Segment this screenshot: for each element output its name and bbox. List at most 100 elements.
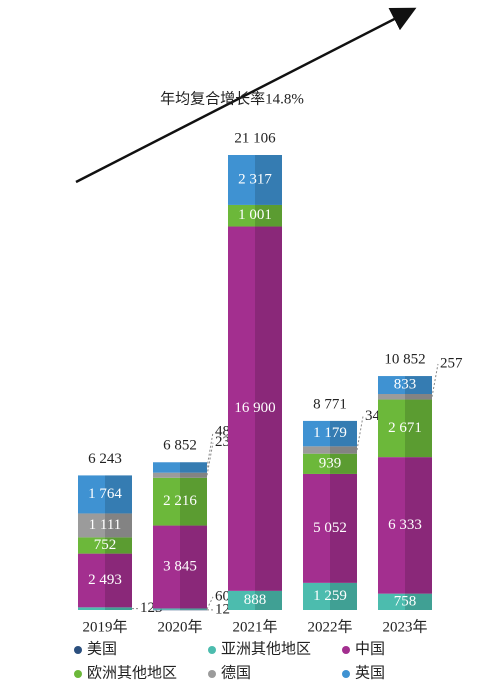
legend-marker: [74, 646, 82, 654]
bar-shade: [180, 608, 207, 610]
legend-label: 德国: [221, 663, 251, 681]
bar-shade: [105, 513, 132, 538]
legend-label: 中国: [355, 640, 385, 657]
total-label: 6 852: [163, 438, 197, 454]
value-label: 12: [215, 601, 230, 617]
value-label: 1 179: [313, 425, 347, 441]
leader-line: [356, 416, 364, 451]
legend-marker: [342, 670, 350, 678]
total-label: 10 852: [384, 351, 425, 367]
bar-segment: [153, 609, 207, 611]
bar-shade: [255, 204, 282, 227]
bar-segment: [228, 204, 282, 227]
bar-shade: [405, 394, 432, 400]
bar-shade: [105, 607, 132, 610]
x-tick-label: 2019年: [82, 618, 127, 635]
bar-shade: [180, 609, 207, 611]
bar-shade: [180, 472, 207, 478]
value-label: 60: [215, 588, 230, 604]
value-label: 939: [319, 455, 342, 471]
legend-label: 亚洲其他地区: [221, 640, 311, 657]
value-label: 1 764: [88, 486, 122, 502]
bar-segment: [378, 457, 432, 594]
bar-shade: [330, 453, 357, 474]
value-label: 752: [94, 537, 117, 553]
bar-segment: [78, 475, 132, 514]
value-label: 257: [440, 355, 463, 371]
bar-shade: [180, 477, 207, 526]
total-label: 6 243: [88, 451, 122, 467]
value-label: 5 052: [313, 520, 347, 536]
legend-label: 英国: [355, 663, 385, 681]
value-label: 3 845: [163, 558, 197, 574]
bar-shade: [330, 446, 357, 454]
bar-segment: [378, 394, 432, 400]
bar-shade: [105, 553, 132, 608]
bar-segment: [153, 472, 207, 478]
bar-segment: [153, 525, 207, 609]
bar-segment: [78, 537, 132, 554]
legend-marker: [208, 670, 216, 678]
legend-label: 欧洲其他地区: [87, 664, 177, 681]
bar-shade: [105, 475, 132, 514]
bar-segment: [228, 226, 282, 591]
bar-segment: [228, 155, 282, 205]
value-label: 2 493: [88, 572, 122, 588]
bar-shade: [405, 593, 432, 610]
bar-segment: [303, 446, 357, 454]
x-tick-label: 2020年: [157, 618, 202, 635]
value-label: 833: [394, 376, 417, 392]
bar-shade: [405, 399, 432, 458]
bar-segment: [228, 590, 282, 610]
bar-segment: [78, 553, 132, 608]
leader-line: [206, 442, 214, 476]
bar-segment: [153, 608, 207, 610]
legend-label: 美国: [87, 640, 117, 657]
bar-shade: [180, 462, 207, 473]
bar-segment: [378, 399, 432, 458]
bar-segment: [378, 376, 432, 395]
total-label: 21 106: [234, 130, 276, 146]
legend-marker: [74, 670, 82, 678]
bar-shade: [330, 473, 357, 583]
value-label: 2 216: [163, 493, 197, 509]
bar-shade: [405, 457, 432, 594]
value-label: 1 001: [238, 207, 272, 223]
total-label: 8 771: [313, 396, 347, 412]
bar-shade: [330, 420, 357, 447]
bar-shade: [255, 155, 282, 205]
bar-shade: [330, 582, 357, 610]
bar-segment: [303, 473, 357, 583]
value-label: 1 259: [313, 588, 347, 604]
x-tick-label: 2023年: [382, 618, 427, 635]
bar-segment: [303, 453, 357, 474]
legend-marker: [342, 646, 350, 654]
x-tick-label: 2021年: [232, 618, 277, 635]
value-label: 1 111: [89, 517, 122, 533]
bar-segment: [303, 420, 357, 447]
value-label: 2 671: [388, 420, 422, 436]
value-label: 2 317: [238, 171, 272, 187]
bar-segment: [303, 582, 357, 610]
bar-segment: [78, 513, 132, 538]
x-tick-label: 2022年: [307, 618, 352, 635]
bar-shade: [405, 376, 432, 395]
value-label: 888: [244, 592, 267, 608]
bar-shade: [105, 537, 132, 554]
bar-shade: [255, 226, 282, 591]
leader-line: [206, 432, 214, 468]
trend-arrow: [75, 7, 417, 184]
value-label: 6 333: [388, 517, 422, 533]
value-label: 758: [394, 593, 417, 609]
legend-marker: [208, 646, 216, 654]
value-label: 16 900: [234, 400, 275, 416]
bar-segment: [78, 607, 132, 610]
leader-line: [431, 363, 439, 397]
annotation: 年均复合增长率14.8%: [160, 89, 304, 107]
leader-line: [206, 596, 214, 610]
bar-segment: [153, 462, 207, 473]
bar-shade: [180, 525, 207, 609]
bar-shade: [255, 590, 282, 610]
bar-segment: [378, 593, 432, 610]
